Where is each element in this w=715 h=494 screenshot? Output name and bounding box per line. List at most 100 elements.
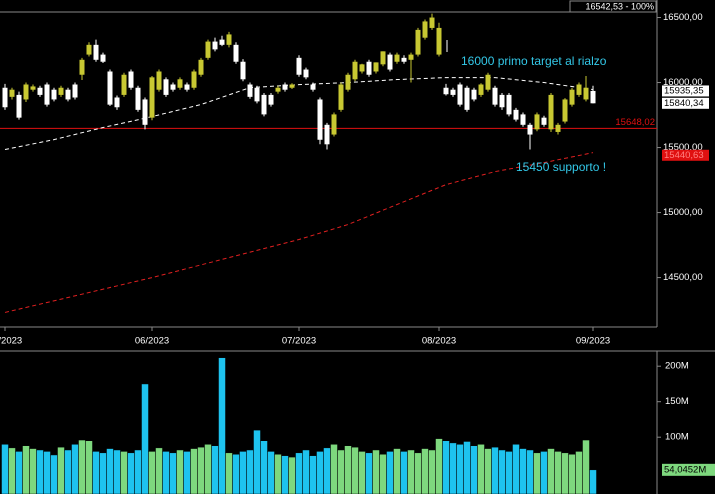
volume-bar — [351, 446, 359, 494]
volume-bar — [176, 449, 184, 494]
volume-bar — [309, 455, 317, 494]
volume-bar — [148, 451, 156, 494]
y-tick-label: 15000,00 — [663, 207, 703, 218]
price-label-box — [662, 149, 709, 161]
price-label: 15440,63 — [664, 150, 704, 161]
moving-average — [4, 152, 594, 313]
y-tick-label: 14500,00 — [663, 272, 703, 283]
volume-bar — [421, 448, 429, 494]
volume-bar — [456, 444, 464, 494]
volume-bar — [470, 445, 478, 494]
candle-body — [107, 71, 113, 105]
volume-bar — [547, 448, 555, 494]
candle-body — [142, 99, 148, 125]
y-tick-label: 16500,00 — [663, 12, 703, 23]
candle-body — [198, 59, 204, 75]
volume-bar — [85, 440, 93, 494]
candle-body — [464, 87, 470, 110]
volume-bar — [554, 451, 562, 494]
candle-body — [576, 84, 582, 95]
volume-bar — [267, 451, 275, 494]
candle-body — [338, 84, 344, 110]
price-label-box — [662, 97, 709, 109]
candle-body — [436, 27, 442, 55]
candle-body — [387, 54, 393, 70]
volume-bar — [372, 449, 380, 494]
candle-body — [366, 61, 372, 75]
candle-body — [65, 89, 71, 100]
x-tick-label: 08/2023 — [422, 336, 456, 347]
candle-body — [359, 64, 365, 72]
volume-bar — [568, 453, 576, 494]
candle-body — [317, 99, 323, 140]
candle-body — [583, 87, 589, 100]
volume-bar — [323, 447, 331, 494]
volume-bar — [22, 445, 30, 494]
candle-body — [569, 89, 575, 105]
volume-bar — [575, 451, 583, 494]
candle-body — [527, 124, 533, 135]
candle-body — [135, 87, 141, 110]
candle-body — [394, 54, 400, 62]
moving-average — [4, 77, 594, 151]
volume-bar — [463, 441, 471, 494]
volume-bar — [1, 444, 9, 494]
volume-bar — [134, 449, 142, 494]
candle-body — [51, 89, 57, 100]
volume-bar — [36, 449, 44, 494]
candle-body — [100, 54, 106, 62]
volume-bar — [295, 452, 303, 494]
volume-bar — [218, 357, 226, 494]
volume-bar — [106, 448, 114, 494]
volume-bar — [519, 448, 527, 494]
volume-bar — [540, 451, 548, 494]
volume-bar — [379, 453, 387, 494]
price-label: 15935,35 — [664, 85, 704, 96]
volume-bar — [400, 451, 408, 494]
y-tick-label: 150M — [665, 396, 689, 407]
volume-bar — [561, 452, 569, 494]
volume-bar — [281, 455, 289, 494]
candle-body — [219, 39, 225, 45]
volume-bar — [225, 452, 233, 494]
candle-body — [422, 21, 428, 38]
volume-bar — [435, 438, 443, 494]
candle-body — [492, 87, 498, 105]
volume-bar — [246, 449, 254, 494]
candle-body — [2, 87, 8, 108]
candle-body — [373, 62, 379, 72]
price-label: 15840,34 — [664, 98, 704, 109]
candle-body — [541, 117, 547, 125]
header-box — [569, 0, 657, 13]
x-tick-label: 09/2023 — [576, 336, 610, 347]
volume-bar — [197, 446, 205, 494]
candle-body — [401, 57, 407, 62]
header: 16542,53 - 100% — [585, 1, 654, 11]
volume-bar — [589, 469, 597, 494]
volume-bar — [169, 452, 177, 494]
volume-bar — [344, 445, 352, 494]
candle-body — [513, 109, 519, 120]
volume-bar — [484, 448, 492, 494]
annotation: 15450 supporto ! — [516, 160, 606, 174]
candle-body — [93, 44, 99, 60]
candle-body — [499, 94, 505, 108]
volume-bar — [533, 452, 541, 494]
candle-body — [9, 89, 15, 97]
volume-bar — [512, 444, 520, 494]
volume-bar — [414, 452, 422, 494]
candle-body — [205, 41, 211, 58]
volume-bar — [393, 448, 401, 494]
candle-body — [114, 97, 120, 108]
candle-body — [380, 51, 386, 65]
volume-bar — [8, 447, 16, 494]
volume-bar — [29, 448, 37, 494]
volume-bar — [92, 451, 100, 494]
candle-body — [555, 124, 561, 132]
volume-bar — [183, 451, 191, 494]
candle-body — [30, 86, 36, 90]
candle-body — [156, 71, 162, 90]
volume-bar — [211, 445, 219, 494]
volume-bar — [358, 451, 366, 494]
